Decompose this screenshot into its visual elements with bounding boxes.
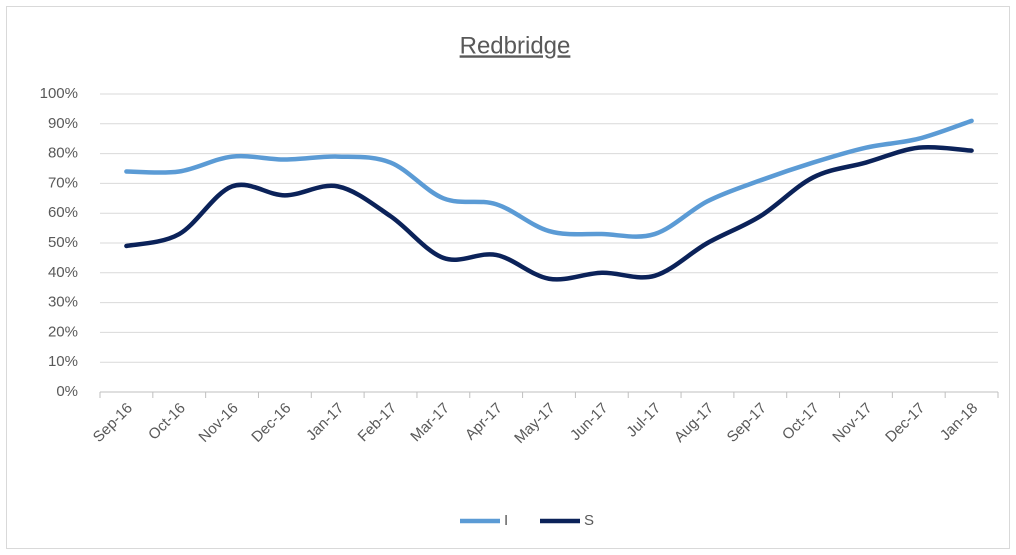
y-tick-label: 0% — [56, 383, 78, 400]
chart-frame — [6, 6, 1010, 549]
y-tick-label: 90% — [48, 115, 78, 132]
legend-label: I — [504, 512, 508, 529]
y-tick-label: 40% — [48, 264, 78, 281]
y-tick-label: 30% — [48, 294, 78, 311]
y-tick-label: 70% — [48, 174, 78, 191]
legend-label: S — [584, 512, 594, 529]
y-tick-label: 80% — [48, 145, 78, 162]
y-tick-label: 10% — [48, 353, 78, 370]
series-line — [124, 144, 974, 282]
series-line — [124, 118, 974, 239]
y-tick-label: 50% — [48, 234, 78, 251]
y-tick-label: 20% — [48, 323, 78, 340]
y-tick-label: 60% — [48, 204, 78, 221]
chart-title: Redbridge — [460, 32, 571, 59]
y-tick-label: 100% — [40, 85, 78, 102]
